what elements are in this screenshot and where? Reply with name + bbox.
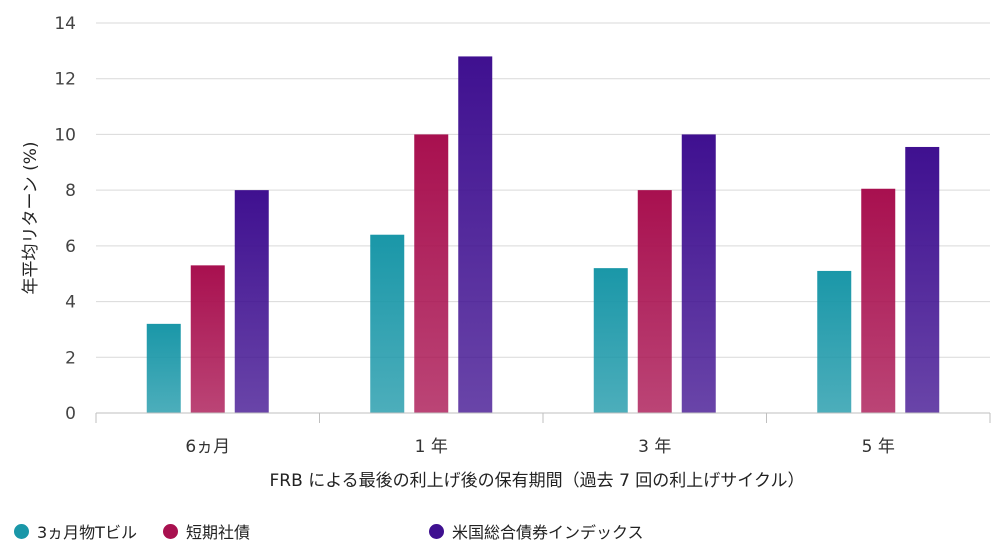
x-axis — [95, 412, 991, 423]
category-label: 6ヵ月 — [185, 437, 230, 457]
legend-label: 短期社債 — [186, 523, 251, 542]
y-tick-label: 8 — [65, 181, 76, 201]
bars — [146, 56, 940, 414]
y-axis-title: 年平均リターン (%) — [21, 142, 41, 295]
bar — [817, 270, 852, 413]
bar — [637, 190, 672, 413]
category-label: 5 年 — [862, 437, 895, 457]
y-tick-label: 10 — [54, 125, 76, 145]
y-tick-label: 6 — [65, 237, 76, 257]
y-tick-label: 14 — [54, 14, 76, 34]
bar — [190, 265, 225, 413]
category-labels: 6ヵ月 1 年 3 年 5 年 — [185, 437, 895, 457]
bar — [458, 56, 493, 414]
legend-swatch — [14, 523, 29, 539]
legend-label: 米国総合債券インデックス — [452, 523, 644, 542]
legend-item-agg: 米国総合債券インデックス — [429, 519, 644, 543]
legend-label: 3ヵ月物Tビル — [37, 523, 137, 542]
legend: 3ヵ月物Tビル 短期社債 米国総合債券インデックス — [0, 519, 1000, 543]
legend-swatch — [429, 523, 444, 539]
legend-item-corp: 短期社債 — [163, 519, 250, 543]
category-label: 3 年 — [638, 437, 671, 457]
y-tick-label: 4 — [65, 293, 76, 313]
x-axis-title: FRB による最後の利上げ後の保有期間（過去 7 回の利上げサイクル） — [270, 471, 805, 491]
legend-item-tbill: 3ヵ月物Tビル — [14, 519, 137, 543]
bar-chart: 0 2 4 6 8 10 12 14 6ヵ月 1 年 3 年 5 年 年平均リターン (%) FRB… — [21, 14, 991, 491]
y-tick-labels: 0 2 4 6 8 10 12 14 — [54, 14, 76, 424]
y-tick-label: 2 — [65, 348, 76, 368]
y-tick-label: 12 — [54, 70, 76, 90]
category-label: 1 年 — [415, 437, 448, 457]
bar — [234, 190, 269, 413]
bar — [593, 268, 628, 413]
bar — [414, 134, 449, 413]
bar — [370, 234, 405, 413]
y-tick-label: 0 — [65, 404, 76, 424]
bar — [861, 188, 896, 413]
bar — [681, 134, 716, 413]
legend-swatch — [163, 523, 178, 539]
bar — [905, 146, 940, 413]
bar — [146, 323, 181, 413]
gridlines — [96, 22, 990, 414]
